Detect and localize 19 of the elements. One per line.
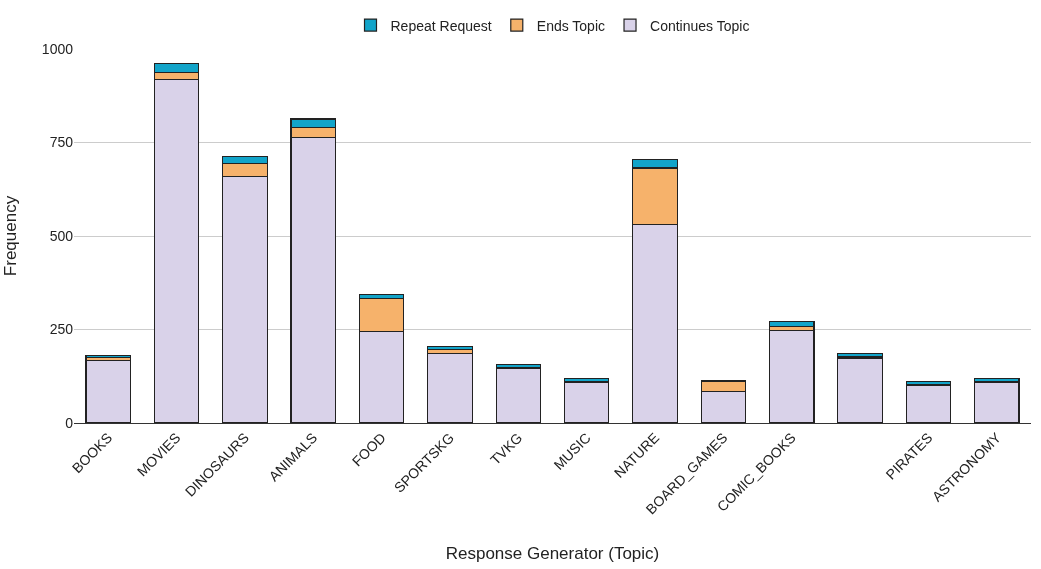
- bar: [427, 353, 473, 423]
- y-tick-label: 250: [49, 321, 74, 338]
- y-tick-label: 750: [49, 134, 74, 151]
- x-axis-title: Response Generator (Topic): [445, 543, 660, 563]
- legend-label: Ends Topic: [536, 17, 606, 34]
- bar: [768, 321, 815, 328]
- y-tick-label: 1000: [41, 40, 74, 57]
- legend-label: Continues Topic: [650, 17, 750, 34]
- bar: [495, 367, 542, 423]
- y-axis-title: Frequency: [1, 195, 21, 277]
- bar: [85, 359, 131, 423]
- legend-label: Repeat Request: [390, 17, 492, 34]
- y-tick-label: 0: [65, 414, 74, 431]
- bar: [837, 357, 883, 423]
- bar: [905, 385, 952, 423]
- bar: [768, 330, 815, 423]
- bar: [563, 381, 610, 423]
- bar: [427, 346, 473, 351]
- y-tick-label: 500: [49, 227, 74, 244]
